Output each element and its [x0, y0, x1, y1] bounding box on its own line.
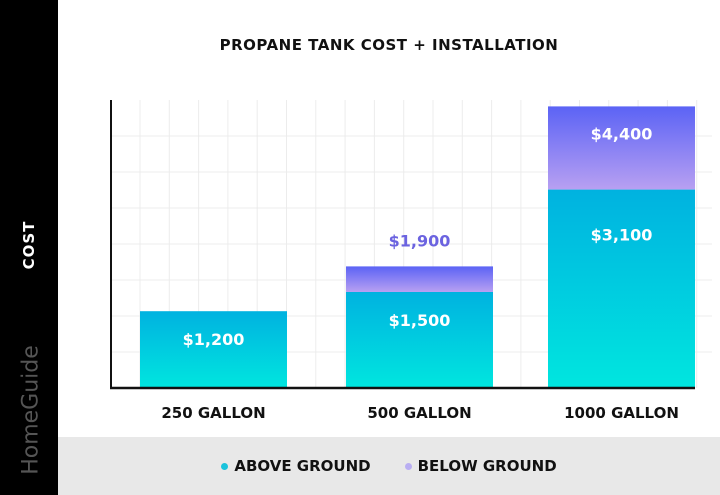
legend-dot-icon: [404, 462, 412, 470]
legend-dot-icon: [221, 462, 229, 470]
legend-label: ABOVE GROUND: [234, 457, 371, 475]
x-tick-label: 1000 GALLON: [564, 404, 679, 422]
bar-above-ground: [548, 189, 695, 388]
sidebar: COST HomeGuide: [0, 0, 58, 495]
data-label-below-ground: $1,900: [389, 231, 451, 250]
legend-item-above-ground: ABOVE GROUND: [221, 457, 371, 475]
data-label-above-ground: $1,500: [389, 311, 451, 330]
legend: ABOVE GROUND BELOW GROUND: [58, 437, 720, 495]
x-tick-label: 250 GALLON: [161, 404, 265, 422]
legend-item-below-ground: BELOW GROUND: [404, 457, 557, 475]
legend-label: BELOW GROUND: [417, 457, 557, 475]
chart: $1,200 250 GALLON $1,500 $1,900 500 GALLON $3…: [110, 100, 712, 422]
x-tick-label: 500 GALLON: [367, 404, 471, 422]
data-label-above-ground: $3,100: [591, 226, 653, 245]
bar-above-ground: [140, 311, 287, 388]
bar-below-ground: [346, 266, 493, 292]
data-label-below-ground: $4,400: [591, 124, 653, 143]
bar-above-ground: [346, 292, 493, 388]
chart-title: PROPANE TANK COST + INSTALLATION: [219, 36, 559, 54]
bar-below-ground: [548, 106, 695, 190]
data-label-above-ground: $1,200: [183, 330, 245, 349]
